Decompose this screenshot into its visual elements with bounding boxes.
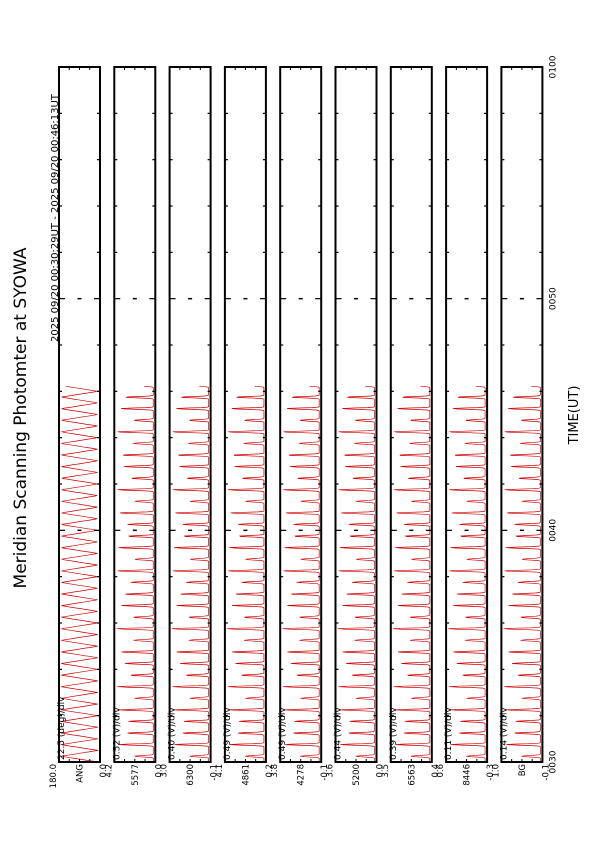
panel-frame bbox=[58, 66, 101, 763]
panel-scale-label: 0.40 (V)/div bbox=[168, 707, 178, 760]
panel-name-label: 4861 bbox=[241, 764, 251, 786]
panel-ybottom-label: -0.1 bbox=[210, 764, 220, 781]
chart-title: Meridian Scanning Photomter at SYOWA bbox=[11, 247, 31, 588]
panel-ytop-label: 4.1 bbox=[215, 764, 225, 778]
panel-frame bbox=[223, 66, 267, 763]
panel-name-label: 5200 bbox=[352, 764, 362, 786]
trace-6300 bbox=[171, 385, 209, 762]
panel-scale-label: 0.14 (V)/div bbox=[499, 707, 509, 760]
panel-ytop-label: 3.6 bbox=[326, 764, 336, 778]
panel-frame bbox=[500, 66, 544, 763]
panel-ytop-label: 4.2 bbox=[104, 764, 114, 778]
x-axis-title: TIME(UT) bbox=[567, 386, 582, 446]
panel-scale-label: 0.44 (V)/div bbox=[334, 707, 344, 760]
trace-5577 bbox=[116, 385, 154, 762]
panel-4278: 0.49 (V)/div 3.8 4278 -0.1 bbox=[270, 66, 330, 786]
panel-ybottom-label: 0.0 bbox=[154, 764, 164, 778]
x-tick-label: 0030 bbox=[548, 750, 558, 773]
panel-name-label: 4278 bbox=[297, 764, 307, 786]
trace-4861 bbox=[227, 385, 265, 762]
panel-5200: 0.44 (V)/div 3.6 5200 0.0 bbox=[326, 66, 386, 786]
panel-ybottom-label: -0.3 bbox=[486, 764, 496, 781]
panel-name-label: 6563 bbox=[407, 764, 417, 786]
panel-name-label: 8446 bbox=[463, 764, 473, 786]
panel-scale-label: 0.11 (V)/div bbox=[444, 707, 454, 760]
panel-name-label: BG bbox=[518, 764, 528, 776]
trace-4278 bbox=[282, 385, 320, 762]
panel-scale-label: 0.49 (V)/div bbox=[278, 707, 288, 760]
trace-6563 bbox=[392, 385, 431, 762]
x-tick-label: 0040 bbox=[548, 519, 558, 542]
panel-ytop-label: 3.5 bbox=[381, 764, 391, 778]
panel-frame bbox=[279, 66, 323, 763]
panel-ytop-label: 1.0 bbox=[491, 764, 501, 778]
panel-6300: 0.40 (V)/div 3.0 6300 -0.1 bbox=[160, 66, 220, 786]
panel-ybottom-label: -0.1 bbox=[541, 764, 551, 781]
panel-frame bbox=[334, 66, 378, 763]
panel-ytop-label: 3.8 bbox=[270, 764, 280, 778]
panel-frame bbox=[113, 66, 157, 763]
panel-8446: 0.11 (V)/div 0.6 8446 -0.3 bbox=[436, 66, 496, 786]
panel-scale-label: 0.39 (V)/div bbox=[389, 707, 399, 760]
panel-frame bbox=[168, 66, 212, 763]
x-tick-label: 0100 bbox=[548, 55, 558, 78]
trace-8446 bbox=[448, 385, 486, 762]
trace-ang bbox=[60, 385, 99, 763]
panel-ybottom-label: 0.0 bbox=[376, 764, 386, 778]
panel-scale-label: 0.52 (V)/div bbox=[112, 707, 122, 760]
panel-ybottom-label: 0.2 bbox=[265, 764, 275, 778]
panel-5577: 0.52 (V)/div 4.2 5577 0.0 bbox=[104, 66, 164, 786]
panel-ytop-label: 0.6 bbox=[436, 764, 446, 778]
trace-bg bbox=[503, 385, 541, 762]
panel-6563: 0.39 (V)/div 3.5 6563 0.4 bbox=[381, 66, 441, 786]
panel-scale-label: 0.49 (V)/div bbox=[223, 707, 233, 760]
trace-5200 bbox=[337, 385, 375, 762]
x-tick-label: 0050 bbox=[548, 287, 558, 310]
panel-ytop-label: 3.0 bbox=[160, 764, 170, 778]
panel-frame bbox=[445, 66, 489, 763]
panel-4861: 0.49 (V)/div 4.1 4861 0.2 bbox=[215, 66, 275, 786]
panel-ybottom-label: 0.0 bbox=[99, 764, 109, 778]
panel-frame bbox=[389, 66, 433, 763]
x-tick-labels: 0030 0040 0050 0100 bbox=[548, 55, 558, 773]
panel-ang: 22.5 (deg)/div 180.0 ANG 0.0 bbox=[49, 66, 109, 788]
panel-name-label: 6300 bbox=[186, 764, 196, 786]
panel-name-label: ANG bbox=[76, 764, 86, 783]
panel-ytop-label: 180.0 bbox=[49, 764, 59, 788]
period-label: 2025 09/20 00:30:29UT - 2025 09/20 00:46… bbox=[50, 93, 61, 342]
panel-bg: 0.14 (V)/div 1.0 BG -0.1 bbox=[491, 66, 551, 781]
panel-ybottom-label: -0.1 bbox=[320, 764, 330, 781]
panel-ybottom-label: 0.4 bbox=[431, 764, 441, 778]
panel-scale-label: 22.5 (deg)/div bbox=[57, 696, 67, 760]
panel-name-label: 5577 bbox=[131, 764, 141, 786]
